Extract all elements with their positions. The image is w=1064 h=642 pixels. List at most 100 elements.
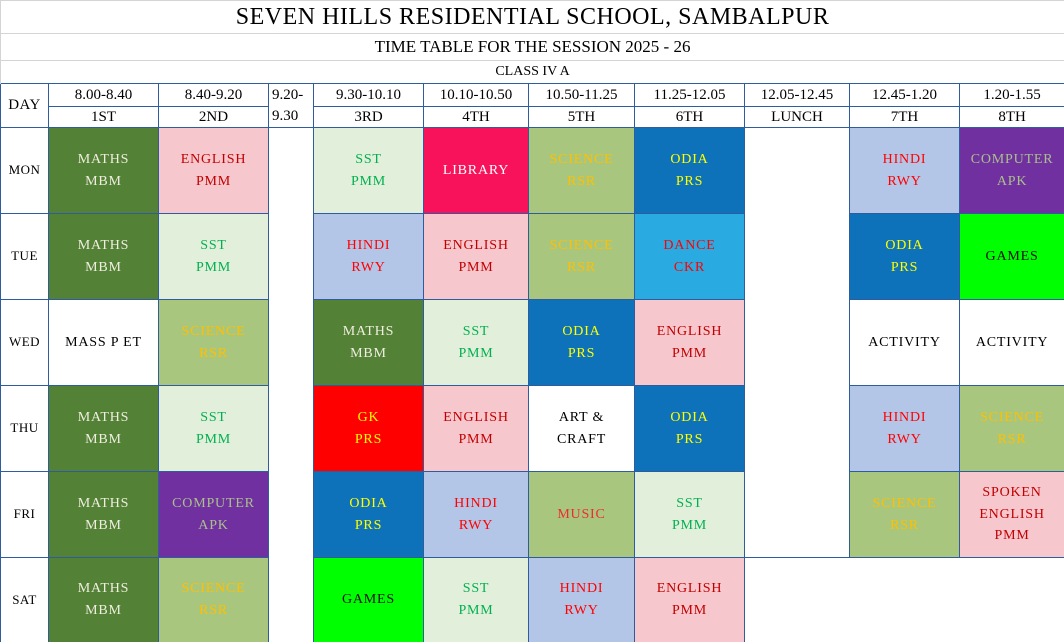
- cell-line: PMM: [195, 173, 232, 189]
- cell-line: PMM: [458, 345, 494, 361]
- cell-line: MATHS: [77, 151, 130, 167]
- timetable-body: MON MATHS MBM ENGLISH PMM SST PMM LIBRARY SCIENC…: [0, 127, 1064, 642]
- cell-thu-p5: ART & CRAFT: [528, 385, 635, 472]
- break-time-line: 9.20-: [272, 87, 304, 104]
- cell-fri-p6: SST PMM: [634, 471, 745, 558]
- cell-line: MATHS: [342, 323, 395, 339]
- cell-thu-p2: SST PMM: [158, 385, 269, 472]
- cell-line: DANCE: [663, 237, 716, 253]
- cell-line: RSR: [997, 431, 1027, 447]
- cell-wed-p2: SCIENCE RSR: [158, 299, 269, 386]
- timetable-row-tue: TUE MATHS MBM SST PMM HINDI RWY ENGLISH PMM SCIEN…: [0, 213, 1064, 300]
- cell-line: PMM: [994, 528, 1030, 544]
- cell-line: PRS: [567, 345, 596, 361]
- cell-line: RSR: [567, 173, 596, 189]
- cell-line: PMM: [671, 517, 708, 533]
- cell-line: ENGLISH: [979, 506, 1045, 522]
- cell-line: PMM: [195, 431, 232, 447]
- cell-line: RSR: [199, 603, 228, 618]
- cell-mon-p5: SCIENCE RSR: [528, 127, 635, 214]
- school-title: SEVEN HILLS RESIDENTIAL SCHOOL, SAMBALPU…: [0, 0, 1064, 34]
- cell-line: ACTIVITY: [868, 334, 941, 350]
- cell-line: MATHS: [77, 237, 130, 253]
- day-label-tue: TUE: [0, 213, 49, 300]
- cell-line: PMM: [671, 345, 708, 361]
- cell-tue-p4: ENGLISH PMM: [423, 213, 529, 300]
- cell-line: GK: [357, 409, 380, 425]
- cell-mon-p3: SST PMM: [313, 127, 424, 214]
- cell-line: PMM: [458, 259, 494, 275]
- cell-line: PMM: [671, 603, 708, 618]
- cell-tue-p2: SST PMM: [158, 213, 269, 300]
- cell-line: MBM: [85, 259, 122, 275]
- cell-line: MATHS: [77, 409, 130, 425]
- cell-line: GAMES: [341, 592, 395, 608]
- time-header-9: 12.45-1.20: [849, 83, 960, 107]
- cell-fri-p5: MUSIC: [528, 471, 635, 558]
- cell-line: COMPUTER: [970, 151, 1054, 167]
- cell-thu-p4: ENGLISH PMM: [423, 385, 529, 472]
- cell-line: MBM: [85, 431, 122, 447]
- cell-line: ODIA: [562, 323, 601, 339]
- cell-line: SST: [462, 581, 490, 597]
- session-title: TIME TABLE FOR THE SESSION 2025 - 26: [0, 33, 1064, 61]
- timetable-row-mon: MON MATHS MBM ENGLISH PMM SST PMM LIBRARY SCIENC…: [0, 127, 1064, 642]
- cell-fri-p4: HINDI RWY: [423, 471, 529, 558]
- period-header-5: 4TH: [423, 106, 529, 128]
- cell-line: RWY: [887, 431, 922, 447]
- day-label-mon: MON: [0, 127, 49, 214]
- cell-line: PRS: [675, 431, 704, 447]
- cell-line: HINDI: [882, 409, 927, 425]
- cell-line: HINDI: [882, 151, 927, 167]
- cell-line: CKR: [673, 259, 706, 275]
- cell-wed-p4: SST PMM: [423, 299, 529, 386]
- cell-line: MUSIC: [557, 506, 606, 522]
- timetable-row-wed: WED MASS P ET SCIENCE RSR MATHS MBM SST PMM ODIA…: [0, 299, 1064, 386]
- cell-line: PRS: [354, 517, 383, 533]
- cell-line: SCIENCE: [980, 409, 1045, 425]
- cell-line: ODIA: [670, 409, 709, 425]
- cell-line: ODIA: [349, 495, 388, 511]
- cell-line: MBM: [85, 603, 122, 618]
- cell-sat-p4: SST PMM: [423, 557, 529, 642]
- cell-line: CRAFT: [556, 431, 607, 447]
- cell-line: RSR: [890, 517, 919, 533]
- cell-line: APK: [198, 517, 229, 533]
- cell-mon-p6: ODIA PRS: [634, 127, 745, 214]
- time-header-1: 8.00-8.40: [48, 83, 159, 107]
- cell-thu-p8: SCIENCE RSR: [958, 385, 1064, 472]
- cell-line: SCIENCE: [549, 237, 614, 253]
- timetable-row-thu: THU MATHS MBM SST PMM GK PRS ENGLISH PMM ART & CRA…: [0, 385, 1064, 472]
- cell-line: HINDI: [559, 581, 604, 597]
- cell-line: APK: [996, 173, 1028, 189]
- cell-line: SST: [355, 151, 382, 167]
- cell-line: ODIA: [885, 237, 924, 253]
- cell-line: PMM: [458, 603, 494, 618]
- day-label-fri: FRI: [0, 471, 49, 558]
- cell-tue-p7: ODIA PRS: [849, 213, 960, 300]
- cell-line: GAMES: [985, 248, 1039, 264]
- time-header-8: 12.05-12.45: [744, 83, 850, 107]
- cell-mon-p4: LIBRARY: [423, 127, 529, 214]
- day-label-thu: THU: [0, 385, 49, 472]
- cell-line: MBM: [350, 345, 387, 361]
- time-header-4: 9.30-10.10: [313, 83, 424, 107]
- cell-line: MBM: [85, 517, 122, 533]
- cell-line: ENGLISH: [443, 409, 509, 425]
- cell-fri-p1: MATHS MBM: [48, 471, 159, 558]
- cell-line: ODIA: [670, 151, 709, 167]
- timetable-row-sat: SAT MATHS MBM SCIENCE RSR GAMES SST PMM HINDI RWY…: [0, 557, 1064, 642]
- cell-mon-p1: MATHS MBM: [48, 127, 159, 214]
- cell-line: RSR: [567, 259, 596, 275]
- day-label-wed: WED: [0, 299, 49, 386]
- time-header-5: 10.10-10.50: [423, 83, 529, 107]
- cell-tue-p8: GAMES: [958, 213, 1064, 300]
- day-column-header: DAY: [0, 83, 49, 128]
- day-label-sat: SAT: [0, 557, 49, 642]
- cell-line: RWY: [351, 259, 386, 275]
- cell-line: RWY: [458, 517, 494, 533]
- period-header-6: 5TH: [528, 106, 635, 128]
- cell-line: MBM: [85, 173, 122, 189]
